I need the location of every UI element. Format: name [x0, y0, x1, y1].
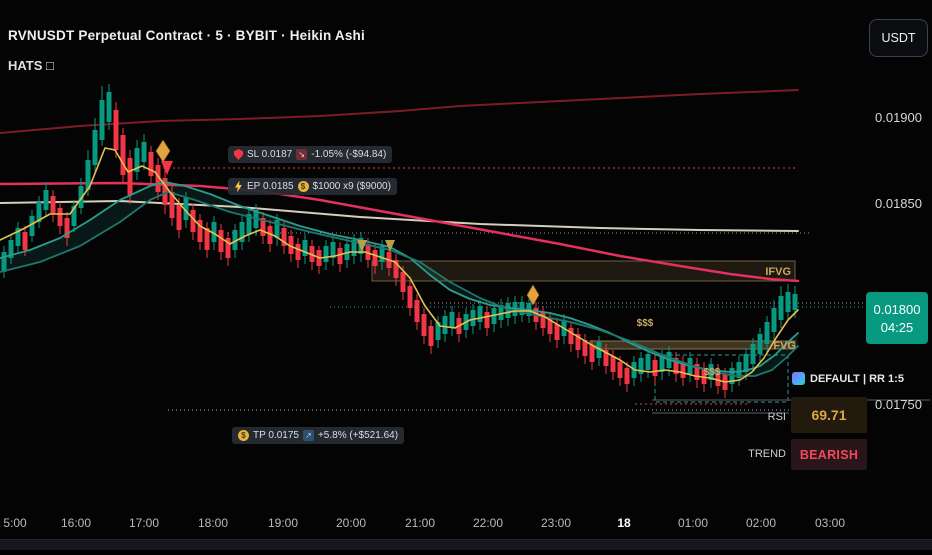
- bottom-toolbar-strip: [0, 539, 932, 550]
- trend-label: TREND: [748, 448, 786, 460]
- bar-countdown: 04:25: [880, 319, 914, 335]
- time-scale-label: 02:00: [745, 516, 777, 530]
- sell-arrow: [161, 161, 173, 175]
- take-profit-label[interactable]: $ TP 0.0175 ↗ +5.8% (+$521.64): [232, 427, 405, 444]
- shield-icon: [234, 149, 243, 160]
- time-scale-label: 01:00: [677, 516, 709, 530]
- rsi-label: RSI: [767, 411, 786, 423]
- time-scale-label: 20:00: [335, 516, 367, 530]
- upper-band-line: [0, 89, 799, 134]
- ep-detail: $1000 x9 ($9000): [312, 181, 391, 192]
- trend-value-box: BEARISH: [791, 439, 867, 470]
- time-scale-label: 03:00: [814, 516, 846, 530]
- cream-ma-line: [0, 200, 799, 232]
- sl-detail: -1.05% (-$94.84): [311, 149, 387, 160]
- time-scale-label: 17:00: [128, 516, 160, 530]
- indicator-title[interactable]: HATS □: [8, 58, 54, 73]
- strategy-name: DEFAULT | RR 1:5: [810, 372, 904, 385]
- heikin-ashi-candles: [1, 84, 798, 398]
- last-price-value: 0.01800: [873, 301, 921, 317]
- mini-sell-triangle-2: [385, 240, 395, 252]
- currency-toggle-button[interactable]: USDT: [869, 19, 928, 57]
- last-price-badge: 0.01800 04:25: [866, 292, 928, 344]
- tp-text: TP 0.0175: [253, 430, 299, 441]
- teal-slow-line: [0, 191, 799, 377]
- price-axis[interactable]: 0.01900 0.01850 0.01750: [852, 0, 932, 512]
- money-bag-icon: $: [238, 430, 249, 441]
- ifvg-zone: [371, 260, 796, 282]
- stop-loss-label[interactable]: SL 0.0187 ↘ -1.05% (-$94.84): [228, 146, 393, 163]
- symbol-title[interactable]: RVNUSDT Perpetual Contract · 5 · BYBIT ·…: [8, 28, 365, 43]
- yellow-ema-line: [0, 147, 799, 383]
- time-scale-label: 16:00: [60, 516, 92, 530]
- time-scale-label: 21:00: [404, 516, 436, 530]
- time-scale-label: 18:00: [197, 516, 229, 530]
- entry-price-label[interactable]: EP 0.0185 $ $1000 x9 ($9000): [228, 178, 397, 195]
- time-scale-label: 18: [617, 516, 631, 530]
- time-scale-label: 22:00: [472, 516, 504, 530]
- mini-sell-triangle-1: [357, 240, 367, 252]
- money-marker-1: $$$: [637, 318, 654, 329]
- pink-ma-line: [0, 181, 800, 283]
- fvg-zone: [589, 340, 796, 350]
- ifvg-label: IFVG: [765, 266, 791, 278]
- fvg-label: FVG: [773, 340, 796, 352]
- time-scale-label: 5:00: [3, 516, 27, 530]
- tp-detail: +5.8% (+$521.64): [317, 430, 399, 441]
- time-scale-label: 23:00: [540, 516, 572, 530]
- money-icon: $: [297, 181, 309, 192]
- chart-down-icon: ↘: [296, 149, 308, 160]
- chart-up-icon: ↗: [302, 430, 314, 441]
- price-scale-label: 0.01850: [875, 196, 922, 211]
- time-axis[interactable]: 5:00 16:00 17:00 18:00 19:00 20:00 21:00 22:00 2…: [0, 510, 932, 538]
- price-scale-label: 0.01900: [875, 110, 922, 125]
- signal-diamond-2: [526, 284, 540, 306]
- money-marker-2: $$$: [704, 367, 721, 378]
- strategy-icon: [792, 372, 805, 385]
- lightning-icon: [234, 180, 242, 193]
- sl-text: SL 0.0187: [247, 149, 293, 160]
- price-scale-label: 0.01750: [875, 397, 922, 412]
- time-scale-label: 19:00: [267, 516, 299, 530]
- ep-text: EP 0.0185: [247, 181, 294, 192]
- rsi-value-box: 69.71: [791, 397, 867, 433]
- strategy-row: DEFAULT | RR 1:5: [792, 372, 904, 385]
